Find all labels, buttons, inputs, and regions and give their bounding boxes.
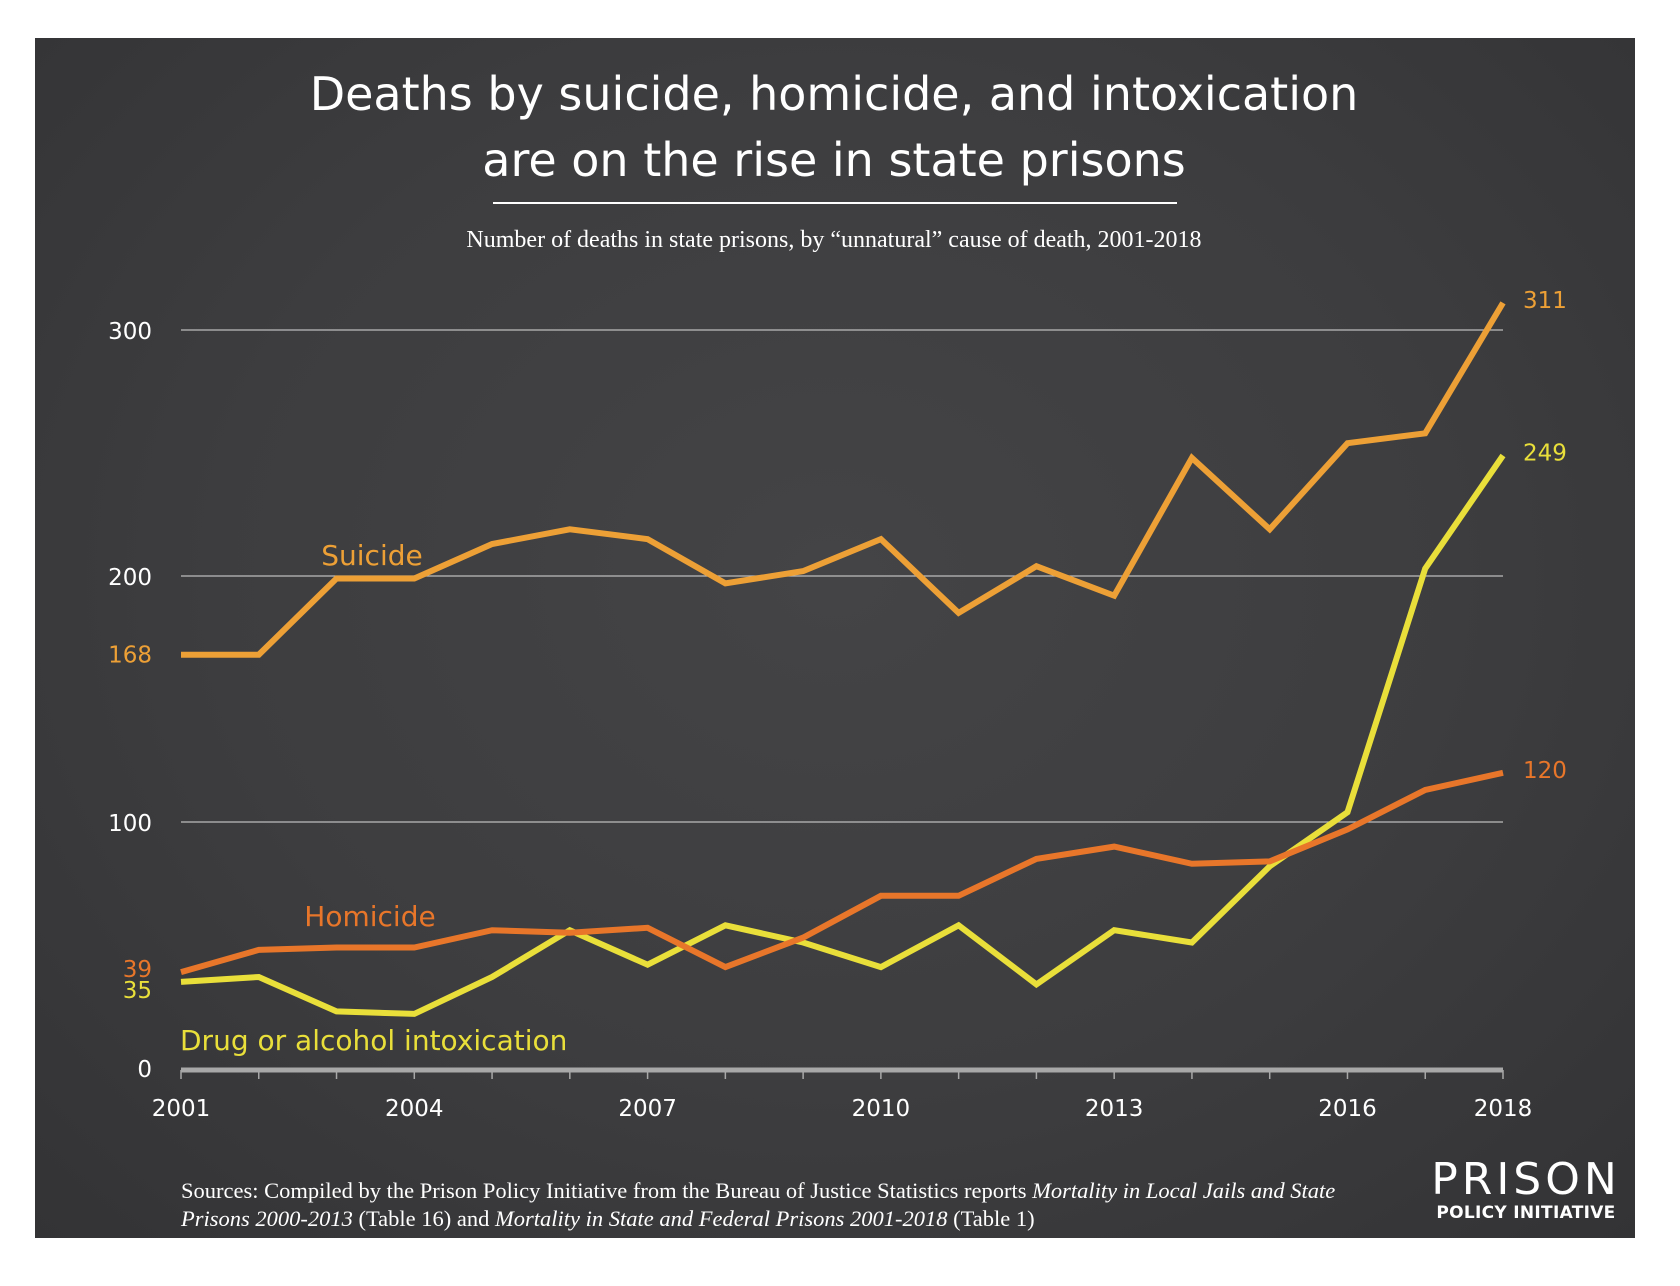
sources-report-2: Mortality in State and Federal Prisons 2… bbox=[495, 1206, 948, 1231]
chart-svg: Deaths by suicide, homicide, and intoxic… bbox=[108, 67, 1567, 1122]
x-tick-label-2018: 2018 bbox=[1474, 1096, 1533, 1122]
start-value-label-drug-or-alcohol-intoxication: 35 bbox=[123, 978, 152, 1004]
end-value-label-drug-or-alcohol-intoxication: 249 bbox=[1523, 440, 1567, 466]
chart-subtitle: Number of deaths in state prisons, by “u… bbox=[466, 227, 1201, 253]
x-tick-label-2016: 2016 bbox=[1318, 1096, 1377, 1122]
end-value-label-homicide: 120 bbox=[1523, 758, 1567, 784]
y-tick-label-100: 100 bbox=[108, 811, 152, 837]
series-labels: 168 311 39 120 35 249 Suicide Homicide Drug or a… bbox=[108, 288, 1567, 1057]
prison-policy-initiative-logo: PRISON POLICY INITIATIVE bbox=[1430, 1158, 1622, 1224]
series-lines bbox=[180, 301, 1506, 1017]
x-tick-label-2007: 2007 bbox=[618, 1096, 677, 1122]
sources-suffix: (Table 1) bbox=[947, 1206, 1035, 1231]
y-tick-label-200: 200 bbox=[108, 565, 152, 591]
y-axis: 0 100 200 300 bbox=[108, 319, 152, 1083]
series-name-label-drug-or-alcohol-intoxication: Drug or alcohol intoxication bbox=[180, 1024, 567, 1057]
start-value-label-suicide: 168 bbox=[108, 643, 152, 669]
series-line-homicide bbox=[180, 769, 1504, 975]
series-name-label-suicide: Suicide bbox=[321, 539, 422, 572]
x-axis: 2001 2004 2007 2010 2013 2016 2018 bbox=[152, 1067, 1533, 1122]
x-tick-label-2001: 2001 bbox=[152, 1096, 211, 1122]
x-tick-label-2004: 2004 bbox=[385, 1096, 444, 1122]
y-tick-label-0: 0 bbox=[137, 1057, 152, 1083]
logo-policy-initiative: POLICY INITIATIVE bbox=[1436, 1203, 1616, 1223]
chart-title-line-2: are on the rise in state prisons bbox=[482, 133, 1185, 187]
sources-report-1: Mortality in Local Jails and State Priso… bbox=[181, 1178, 1336, 1231]
sources-prefix: Sources: Compiled by the Prison Policy I… bbox=[181, 1178, 1033, 1203]
end-value-label-suicide: 311 bbox=[1523, 288, 1567, 314]
series-name-label-homicide: Homicide bbox=[304, 900, 435, 933]
chart-title-line-1: Deaths by suicide, homicide, and intoxic… bbox=[310, 67, 1359, 121]
x-tick-label-2013: 2013 bbox=[1085, 1096, 1144, 1122]
series-line-suicide bbox=[181, 301, 1506, 658]
chart-panel: Deaths by suicide, homicide, and intoxic… bbox=[35, 38, 1635, 1238]
sources-mid: (Table 16) and bbox=[352, 1206, 496, 1231]
x-tick-label-2010: 2010 bbox=[852, 1096, 911, 1122]
logo-prison: PRISON bbox=[1431, 1154, 1621, 1205]
sources-note: Sources: Compiled by the Prison Policy I… bbox=[181, 1177, 1401, 1233]
start-value-label-homicide: 39 bbox=[123, 957, 152, 983]
y-tick-label-300: 300 bbox=[108, 319, 152, 345]
